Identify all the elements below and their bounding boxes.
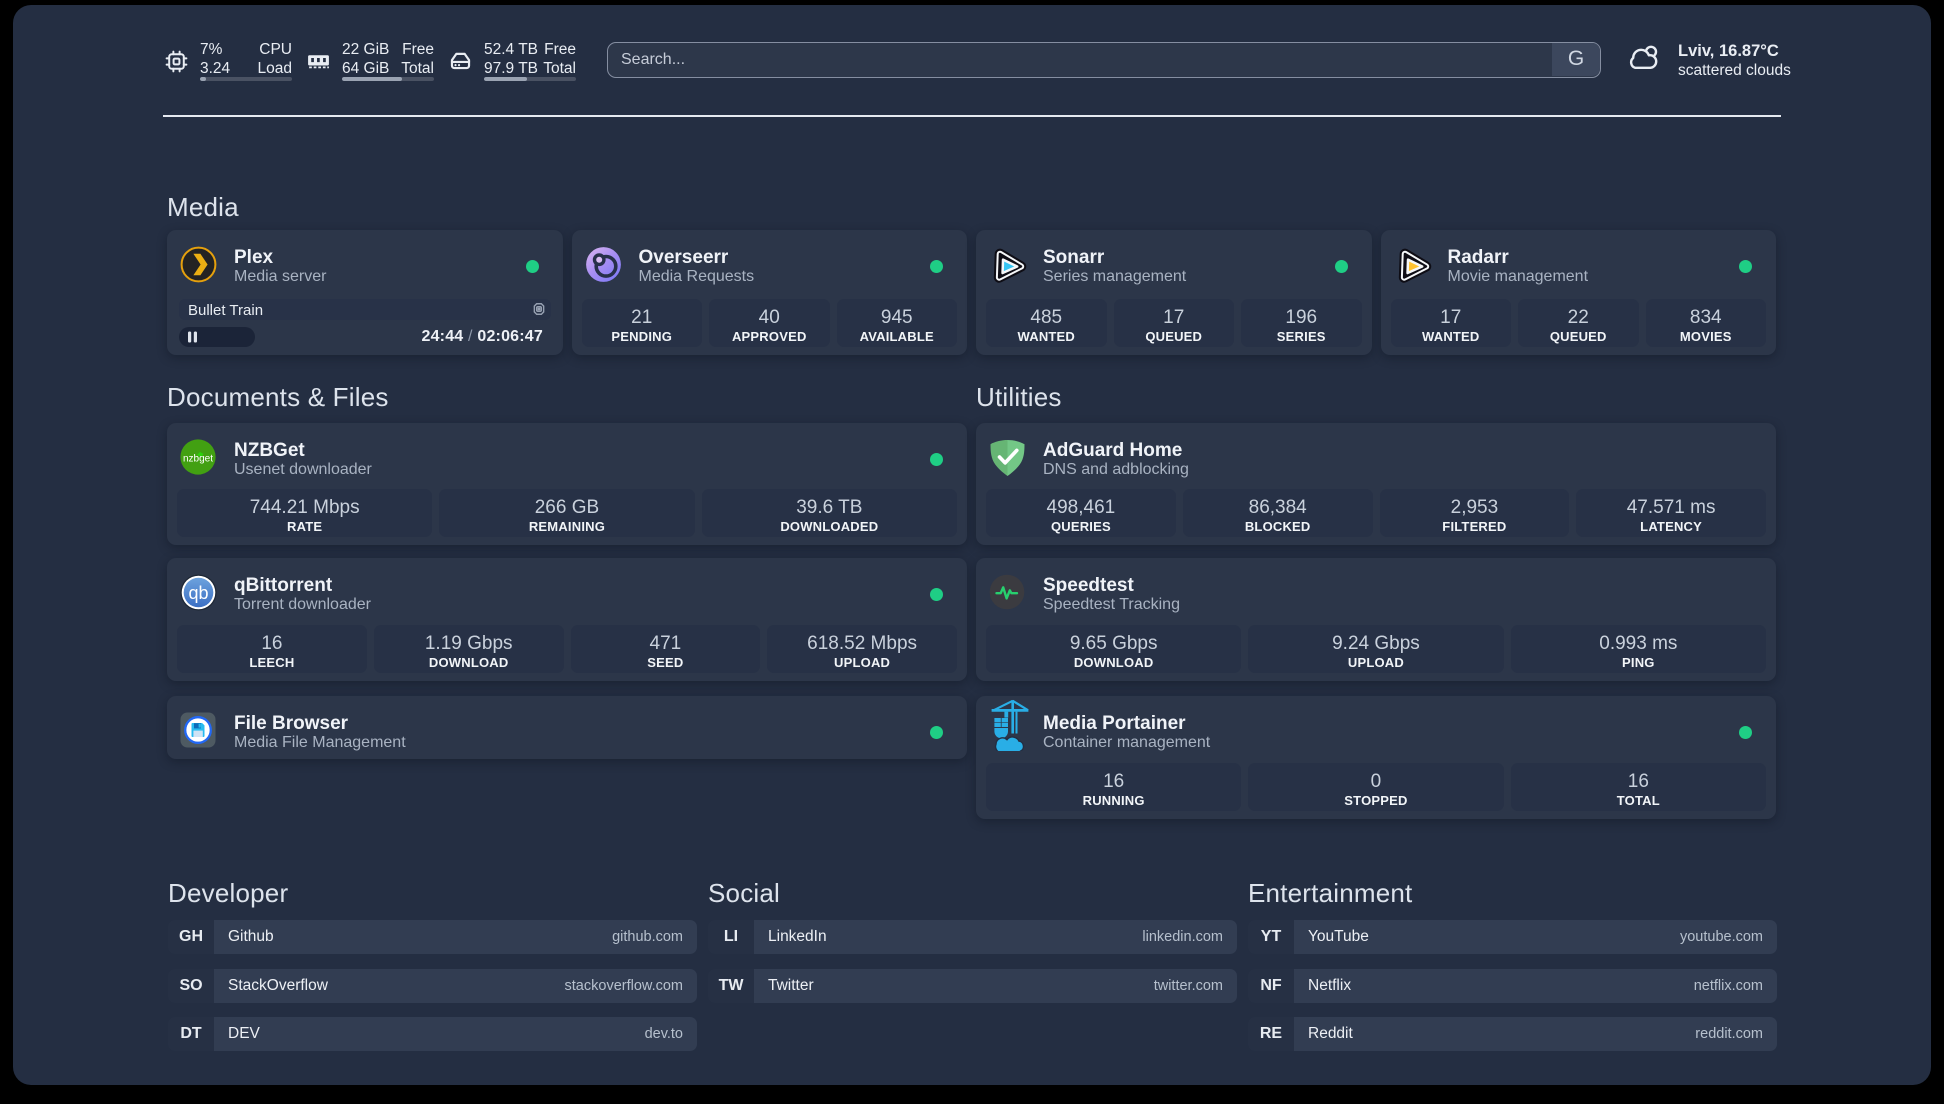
svg-text:nzbget: nzbget: [183, 454, 213, 465]
svg-text:qb: qb: [188, 583, 208, 603]
